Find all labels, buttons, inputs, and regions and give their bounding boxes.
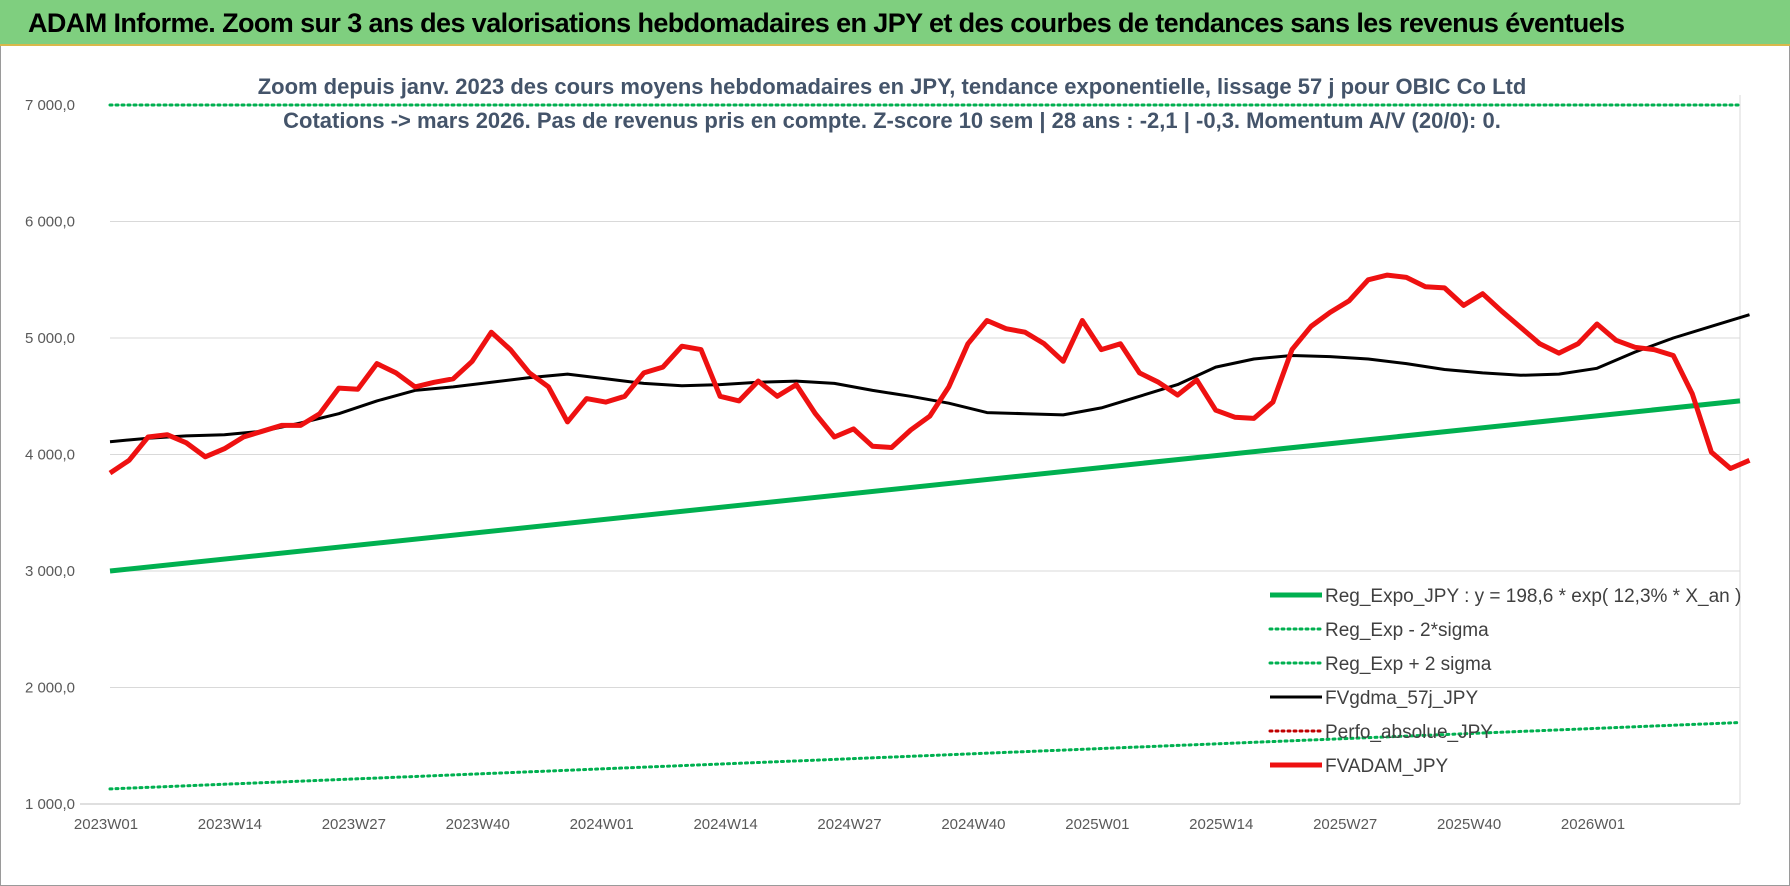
gridlines — [80, 95, 1741, 805]
banner-title: ADAM Informe. Zoom sur 3 ans des valoris… — [28, 8, 1625, 38]
legend-label-2: Reg_Exp + 2 sigma — [1325, 654, 1492, 675]
series-line-5 — [108, 272, 1751, 476]
series-line-0 — [109, 398, 1741, 574]
x-tick-label: 2025W40 — [1437, 816, 1501, 833]
legend: Reg_Expo_JPY : y = 198,6 * exp( 12,3% * … — [1268, 586, 1741, 777]
x-tick-label: 2023W01 — [74, 816, 138, 833]
y-tick-label: 5 000,0 — [25, 330, 75, 347]
x-tick-label: 2026W01 — [1561, 816, 1625, 833]
chart-subtitle-line-1: Zoom depuis janv. 2023 des cours moyens … — [258, 74, 1527, 99]
y-tick-label: 1 000,0 — [25, 796, 75, 813]
x-tick-label: 2024W14 — [693, 816, 757, 833]
x-tick-label: 2024W40 — [941, 816, 1005, 833]
legend-label-0: Reg_Expo_JPY : y = 198,6 * exp( 12,3% * … — [1325, 586, 1741, 607]
chart-subtitle-line-2: Cotations -> mars 2026. Pas de revenus p… — [283, 108, 1501, 133]
y-tick-label: 4 000,0 — [25, 447, 75, 464]
y-tick-label: 7 000,0 — [25, 97, 75, 114]
y-tick-label: 3 000,0 — [25, 563, 75, 580]
x-axis-ticks: 2023W01 2023W14 2023W27 2023W40 2024W01 2024W… — [74, 816, 1625, 833]
series-lines — [108, 103, 1751, 791]
x-tick-label: 2025W27 — [1313, 816, 1377, 833]
legend-label-1: Reg_Exp - 2*sigma — [1325, 620, 1489, 641]
header-banner: ADAM Informe. Zoom sur 3 ans des valoris… — [0, 0, 1790, 46]
y-axis-ticks: 1 000,0 2 000,0 3 000,0 4 000,0 5 000,0 6 000… — [25, 97, 75, 813]
x-tick-label: 2023W27 — [322, 816, 386, 833]
legend-label-3: FVgdma_57j_JPY — [1325, 688, 1478, 709]
x-tick-label: 2023W40 — [446, 816, 510, 833]
y-tick-label: 2 000,0 — [25, 680, 75, 697]
legend-label-4: Perfo_absolue_JPY — [1325, 722, 1493, 743]
x-tick-label: 2023W14 — [198, 816, 262, 833]
x-tick-label: 2025W14 — [1189, 816, 1253, 833]
series-line-3 — [109, 313, 1750, 444]
x-tick-label: 2024W27 — [817, 816, 881, 833]
x-tick-label: 2024W01 — [570, 816, 634, 833]
x-tick-label: 2025W01 — [1065, 816, 1129, 833]
y-tick-label: 6 000,0 — [25, 214, 75, 231]
legend-label-5: FVADAM_JPY — [1325, 756, 1449, 777]
series-line-1 — [108, 721, 1742, 791]
